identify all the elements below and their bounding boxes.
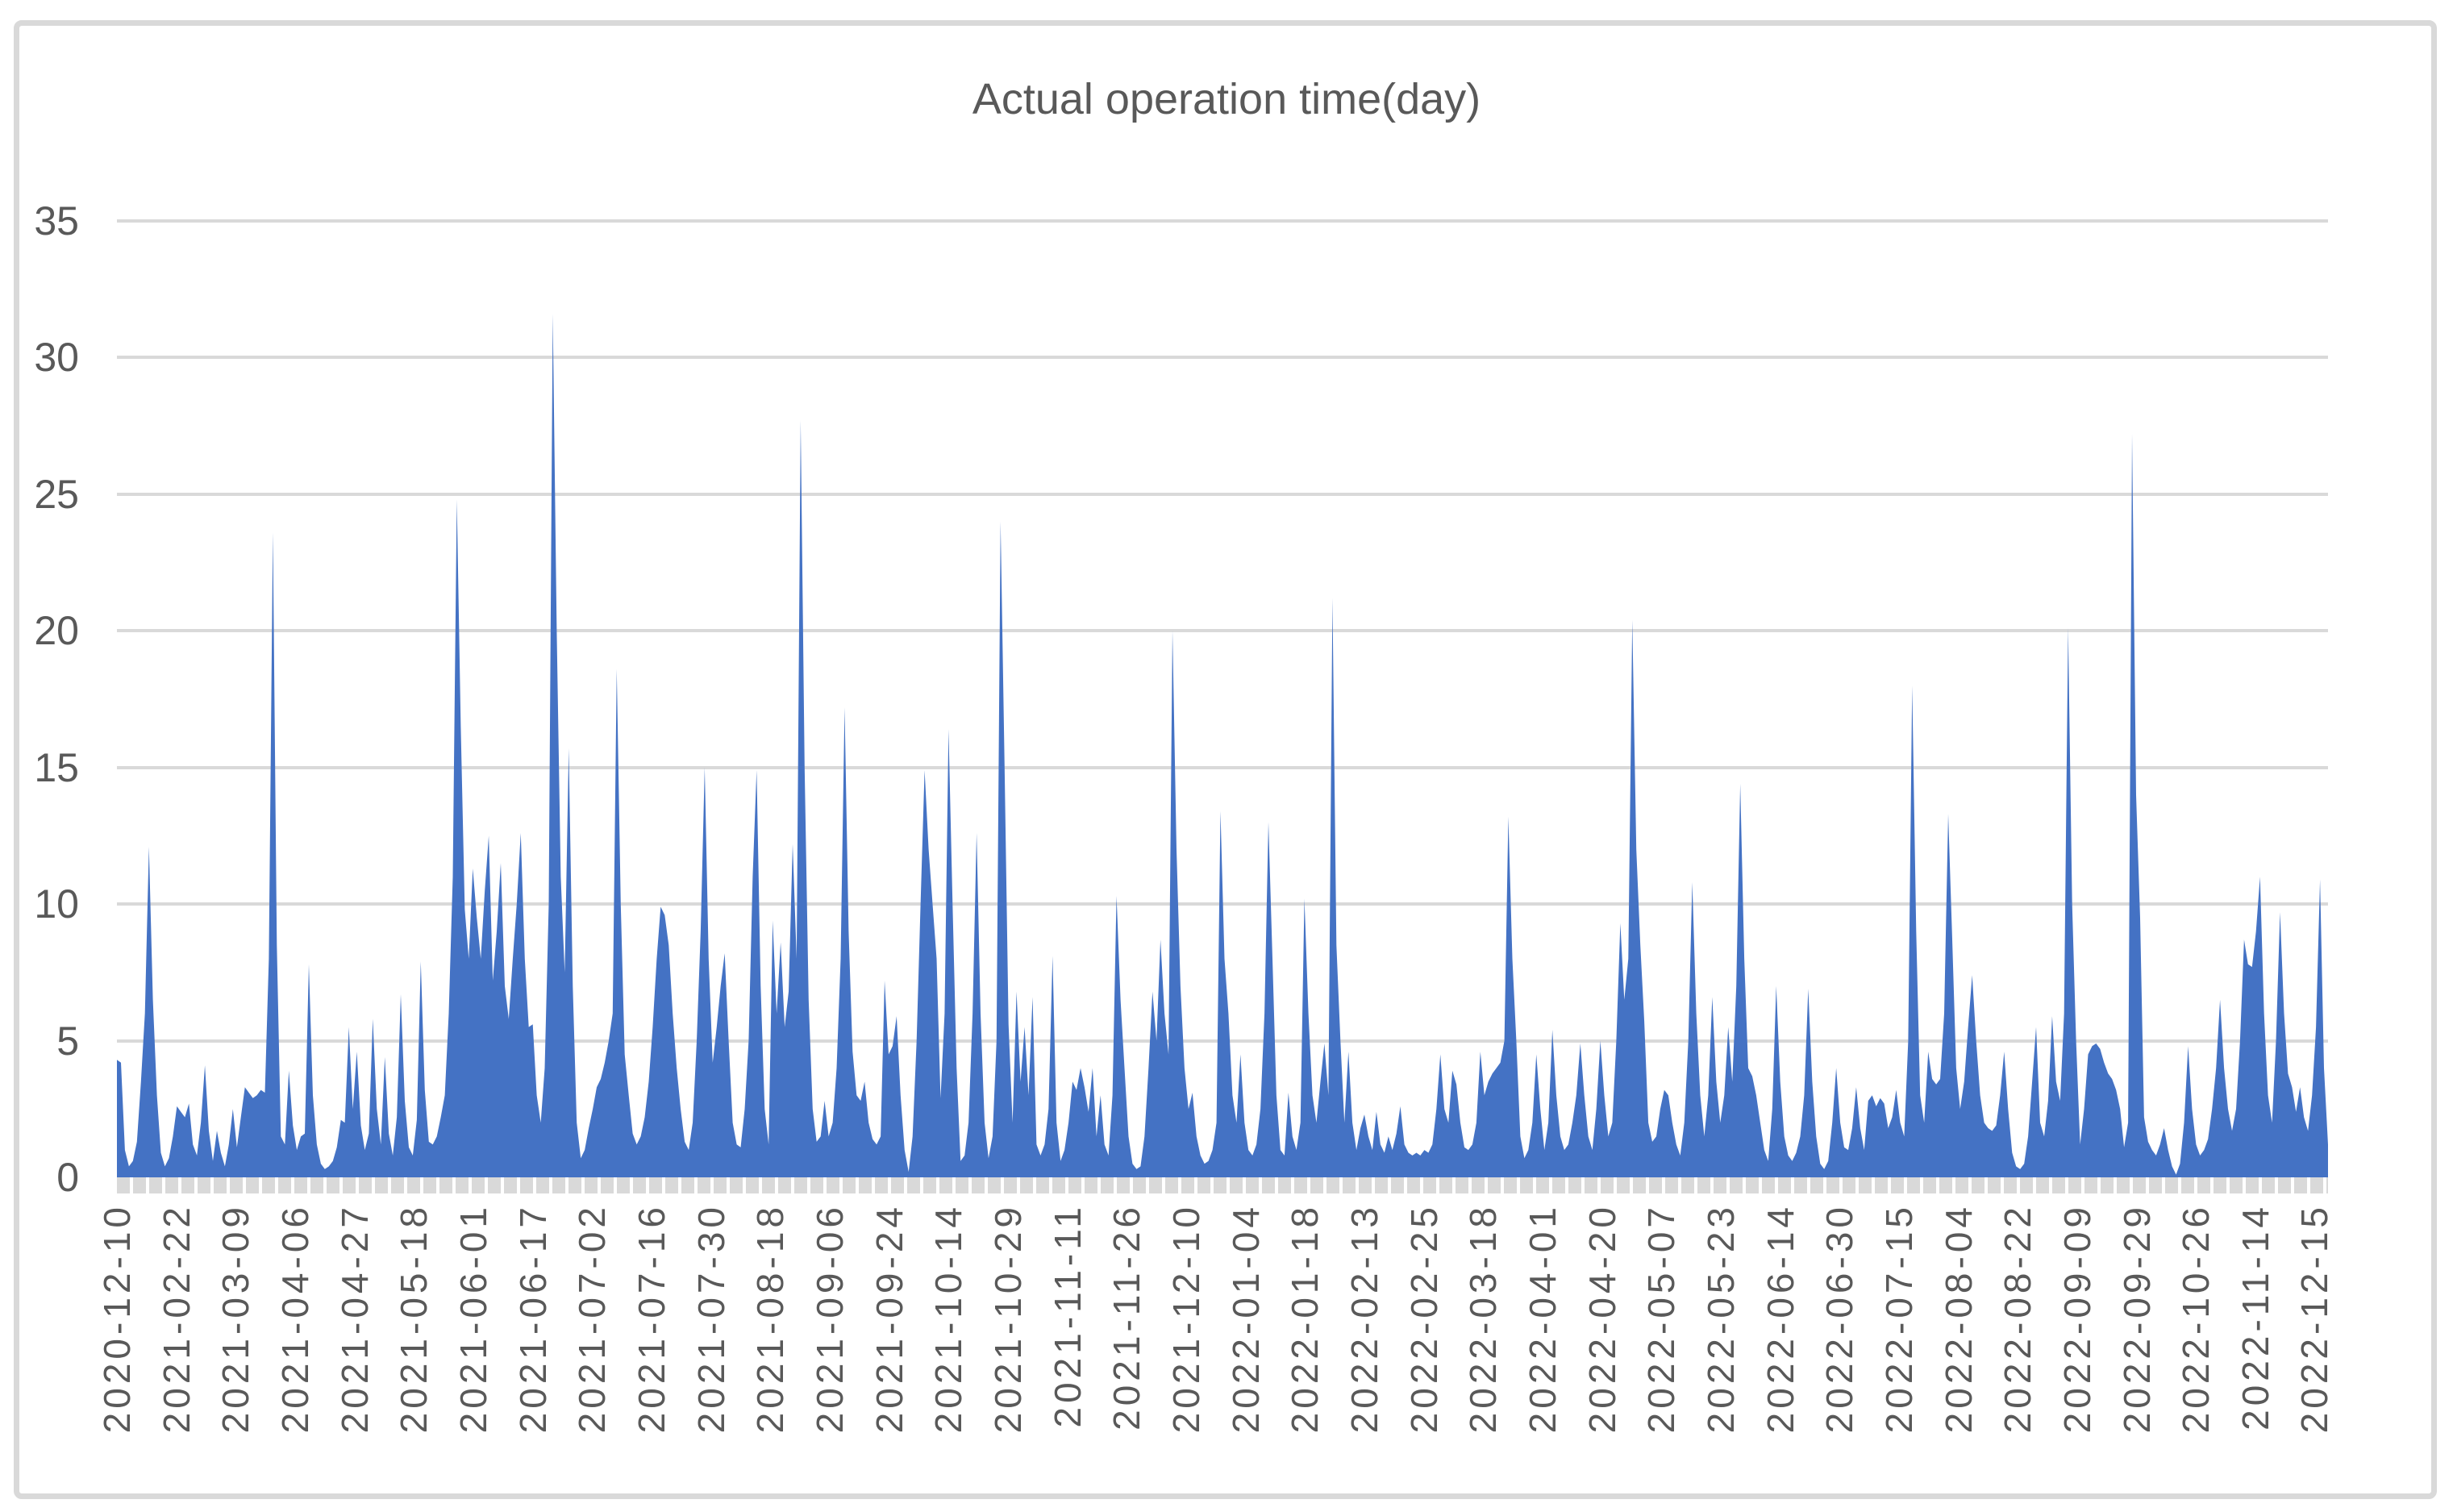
area-series <box>117 314 2328 1177</box>
x-tick-label-2021-02-22: 2021-02-22 <box>155 1203 198 1434</box>
x-tick-label-2021-09-24: 2021-09-24 <box>868 1203 910 1434</box>
x-tick-label-2022-02-13: 2022-02-13 <box>1343 1203 1385 1434</box>
x-tick-label-2021-04-06: 2021-04-06 <box>273 1203 316 1434</box>
gridline-y-35 <box>117 219 2328 223</box>
x-tick-label-2022-09-09: 2022-09-09 <box>2055 1203 2098 1434</box>
x-tick-label-2022-05-07: 2022-05-07 <box>1640 1203 1683 1434</box>
plot-area <box>117 219 2328 1177</box>
x-tick-label-2021-10-29: 2021-10-29 <box>986 1203 1029 1434</box>
y-tick-label-35: 35 <box>34 198 79 244</box>
chart-border <box>14 20 2437 1499</box>
y-tick-label-25: 25 <box>34 471 79 517</box>
x-tick-label-2020-12-10: 2020-12-10 <box>96 1203 138 1434</box>
x-tick-label-2022-05-23: 2022-05-23 <box>1699 1203 1742 1434</box>
x-tick-label-2021-07-02: 2021-07-02 <box>571 1203 614 1434</box>
x-tick-label-2022-09-29: 2022-09-29 <box>2115 1203 2158 1434</box>
x-tick-label-2022-03-18: 2022-03-18 <box>1462 1203 1505 1434</box>
y-tick-label-15: 15 <box>34 744 79 790</box>
x-tick-label-2021-11-11: 2021-11-11 <box>1046 1203 1089 1428</box>
x-tick-label-2022-07-15: 2022-07-15 <box>1877 1203 1920 1434</box>
x-tick-label-2021-09-06: 2021-09-06 <box>808 1203 851 1434</box>
x-tick-label-2021-12-10: 2021-12-10 <box>1164 1203 1207 1434</box>
x-tick-label-2022-06-30: 2022-06-30 <box>1818 1203 1861 1434</box>
x-tick-label-2021-06-17: 2021-06-17 <box>511 1203 554 1434</box>
x-tick-label-2022-04-01: 2022-04-01 <box>1521 1203 1564 1434</box>
x-tick-label-2021-05-18: 2021-05-18 <box>393 1203 435 1434</box>
gridline-y-15 <box>117 765 2328 769</box>
x-tick-label-2021-07-30: 2021-07-30 <box>689 1203 732 1434</box>
x-tick-label-2021-08-18: 2021-08-18 <box>749 1203 792 1434</box>
x-axis-strip <box>117 1177 2328 1193</box>
x-tick-label-2021-03-09: 2021-03-09 <box>214 1203 257 1434</box>
x-tick-label-2021-10-14: 2021-10-14 <box>927 1203 970 1434</box>
gridline-y-20 <box>117 629 2328 633</box>
x-tick-label-2021-11-26: 2021-11-26 <box>1106 1203 1148 1431</box>
x-tick-label-2022-08-22: 2022-08-22 <box>1997 1203 2039 1434</box>
x-tick-label-2022-02-25: 2022-02-25 <box>1402 1203 1445 1434</box>
x-tick-label-2022-01-18: 2022-01-18 <box>1284 1203 1326 1434</box>
chart-title: Actual operation time(day) <box>972 75 1481 123</box>
x-tick-label-2022-12-15: 2022-12-15 <box>2293 1203 2336 1434</box>
x-tick-label-2021-04-27: 2021-04-27 <box>333 1203 376 1434</box>
gridline-y-30 <box>117 356 2328 360</box>
y-tick-label-10: 10 <box>34 881 79 927</box>
x-tick-label-2022-06-14: 2022-06-14 <box>1759 1203 1801 1434</box>
y-tick-label-5: 5 <box>56 1018 79 1064</box>
x-tick-label-2021-07-16: 2021-07-16 <box>630 1203 673 1434</box>
gridline-y-25 <box>117 492 2328 496</box>
x-tick-label-2022-10-26: 2022-10-26 <box>2175 1203 2218 1434</box>
y-tick-label-30: 30 <box>34 335 79 381</box>
x-tick-label-2022-04-20: 2022-04-20 <box>1580 1203 1623 1434</box>
y-tick-label-20: 20 <box>34 608 79 654</box>
y-tick-label-0: 0 <box>56 1155 79 1200</box>
area-polygon <box>117 314 2328 1177</box>
x-tick-label-2022-01-04: 2022-01-04 <box>1224 1203 1267 1434</box>
x-tick-label-2021-06-01: 2021-06-01 <box>452 1203 494 1434</box>
x-tick-label-2022-11-14: 2022-11-14 <box>2234 1203 2276 1431</box>
x-tick-label-2022-08-04: 2022-08-04 <box>1937 1203 1980 1434</box>
